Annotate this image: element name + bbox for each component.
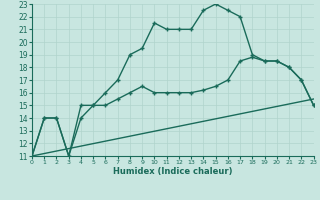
X-axis label: Humidex (Indice chaleur): Humidex (Indice chaleur) — [113, 167, 233, 176]
